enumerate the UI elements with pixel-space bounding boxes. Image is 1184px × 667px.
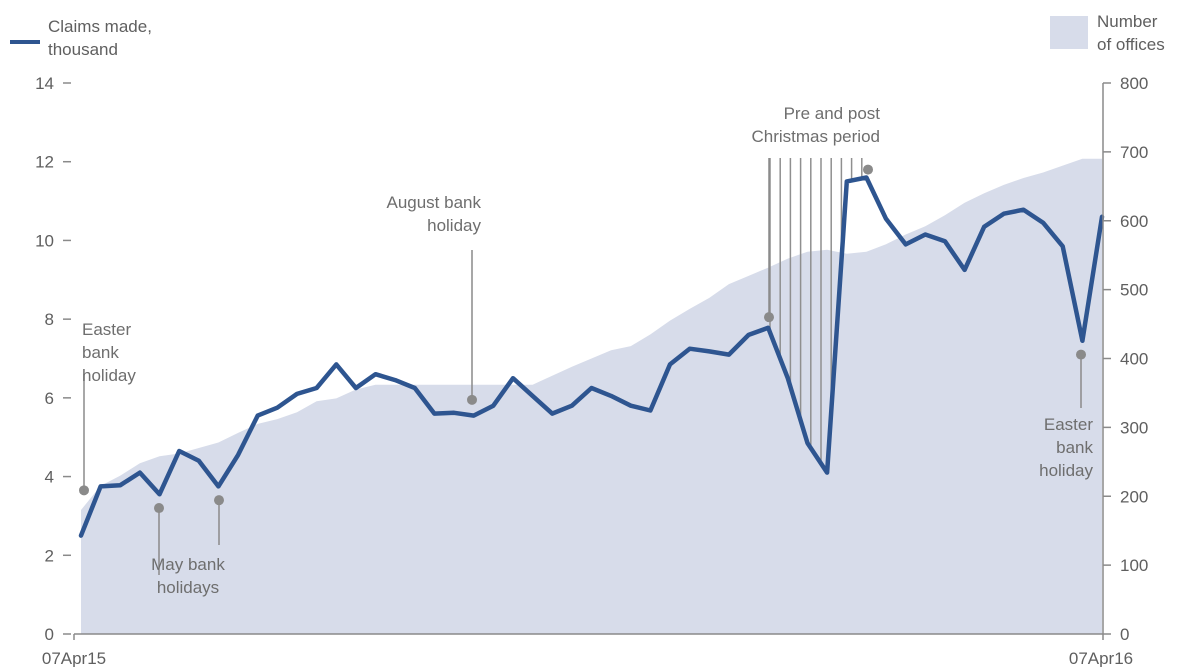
annotation-text: holiday <box>1039 461 1093 480</box>
annotation-text: August bank <box>386 193 481 212</box>
right-tick-label: 200 <box>1120 487 1148 506</box>
left-tick-label: 8 <box>45 310 54 329</box>
annotation-text: Christmas period <box>752 127 881 146</box>
left-tick-label: 4 <box>45 468 54 487</box>
annotation-text: Pre and post <box>784 104 881 123</box>
offices-area <box>81 158 1102 635</box>
right-tick-label: 300 <box>1120 418 1148 437</box>
right-tick-label: 100 <box>1120 556 1148 575</box>
x-start-label: 07Apr15 <box>42 649 106 667</box>
axes-layer: 0 2 4 6 8 10 12 14 0 100 200 300 400 500 600 700 800 07Ap… <box>35 74 1148 667</box>
left-tick-label: 12 <box>35 153 54 172</box>
legend-area-swatch <box>1050 16 1088 49</box>
annotation-dot <box>154 503 164 514</box>
annotation-text: holiday <box>427 216 481 235</box>
claims-line-layer <box>78 175 1105 538</box>
legend-left-line2: thousand <box>48 40 118 59</box>
annotation-dot <box>1076 349 1086 360</box>
christmas-hatch-layer <box>769 158 863 464</box>
annotation-text: holiday <box>82 366 136 385</box>
offices-area-layer <box>81 158 1102 635</box>
claims-line <box>78 175 1105 538</box>
annotation-text: bank <box>1056 438 1093 457</box>
right-legend: Number of offices <box>1050 12 1165 54</box>
legend-left-line1: Claims made, <box>48 17 152 36</box>
annotation-dot <box>764 312 774 323</box>
right-tick-label: 400 <box>1120 350 1148 369</box>
right-tick-label: 800 <box>1120 74 1148 93</box>
x-end-label: 07Apr16 <box>1069 649 1133 667</box>
annotation-dot <box>467 394 477 405</box>
annotation-text: bank <box>82 343 119 362</box>
right-tick-label: 0 <box>1120 625 1129 644</box>
left-tick-label: 14 <box>35 74 54 93</box>
annotation-dot <box>863 164 873 175</box>
annotation-text: holidays <box>157 578 219 597</box>
left-tick-label: 10 <box>35 231 54 250</box>
right-tick-label: 700 <box>1120 143 1148 162</box>
legend-right-line2: of offices <box>1097 35 1165 54</box>
left-tick-label: 0 <box>45 625 54 644</box>
annotation-dot <box>79 485 89 496</box>
annotation-text: Easter <box>82 320 131 339</box>
annotation-dot <box>214 495 224 506</box>
left-tick-label: 2 <box>45 546 54 565</box>
annotations-layer: Easter bank holiday May bank holidays August … <box>79 104 1093 597</box>
legend-right-line1: Number <box>1097 12 1158 31</box>
annotation-text: Easter <box>1044 415 1093 434</box>
right-tick-label: 600 <box>1120 212 1148 231</box>
left-legend: Claims made, thousand <box>10 17 152 59</box>
right-tick-label: 500 <box>1120 281 1148 300</box>
left-tick-label: 6 <box>45 389 54 408</box>
annotation-text: May bank <box>151 555 225 574</box>
